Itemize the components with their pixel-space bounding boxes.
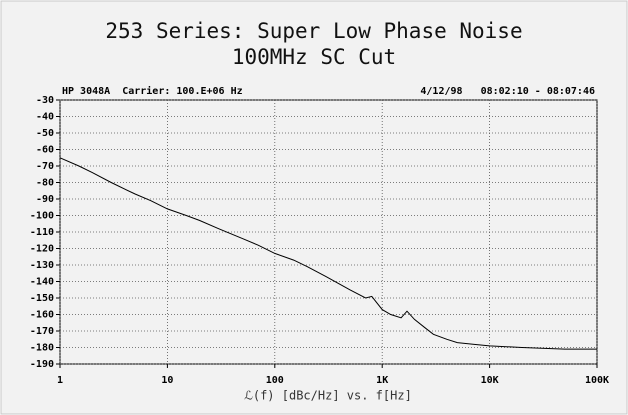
y-tick-label: -80 (36, 178, 54, 189)
x-axis-label: ℒ(f) [dBc/Hz] vs. f[Hz] (244, 389, 412, 403)
noise-line (59, 157, 597, 350)
y-tick-label: -60 (36, 145, 54, 156)
y-tick-label: -170 (30, 326, 54, 337)
y-tick-label: -120 (30, 244, 54, 255)
x-tick-label: 100K (585, 375, 609, 386)
y-tick-label: -40 (36, 112, 54, 123)
y-tick-label: -100 (30, 211, 54, 222)
y-tick-label: -180 (30, 343, 54, 354)
chart-title: 253 Series: Super Low Phase Noise (105, 19, 522, 43)
header-right: 4/12/98 08:02:10 - 08:07:46 (420, 86, 595, 97)
x-tick-label: 1 (57, 375, 63, 386)
y-tick-label: -30 (36, 95, 54, 106)
x-tick-label: 1K (376, 375, 388, 386)
y-tick-label: -90 (36, 194, 54, 205)
y-tick-label: -70 (36, 161, 54, 172)
y-tick-label: -160 (30, 310, 54, 321)
y-tick-label: -110 (30, 227, 54, 238)
chart-subtitle: 100MHz SC Cut (232, 45, 396, 69)
x-tick-label: 100 (266, 375, 284, 386)
y-tick-label: -190 (30, 359, 54, 370)
y-tick-label: -50 (36, 128, 54, 139)
y-tick-label: -150 (30, 293, 54, 304)
y-tick-label: -130 (30, 260, 54, 271)
x-tick-label: 10K (481, 375, 499, 386)
header-left: HP 3048A Carrier: 100.E+06 Hz (62, 85, 243, 97)
y-tick-label: -140 (30, 277, 54, 288)
x-tick-label: 10 (161, 375, 173, 386)
